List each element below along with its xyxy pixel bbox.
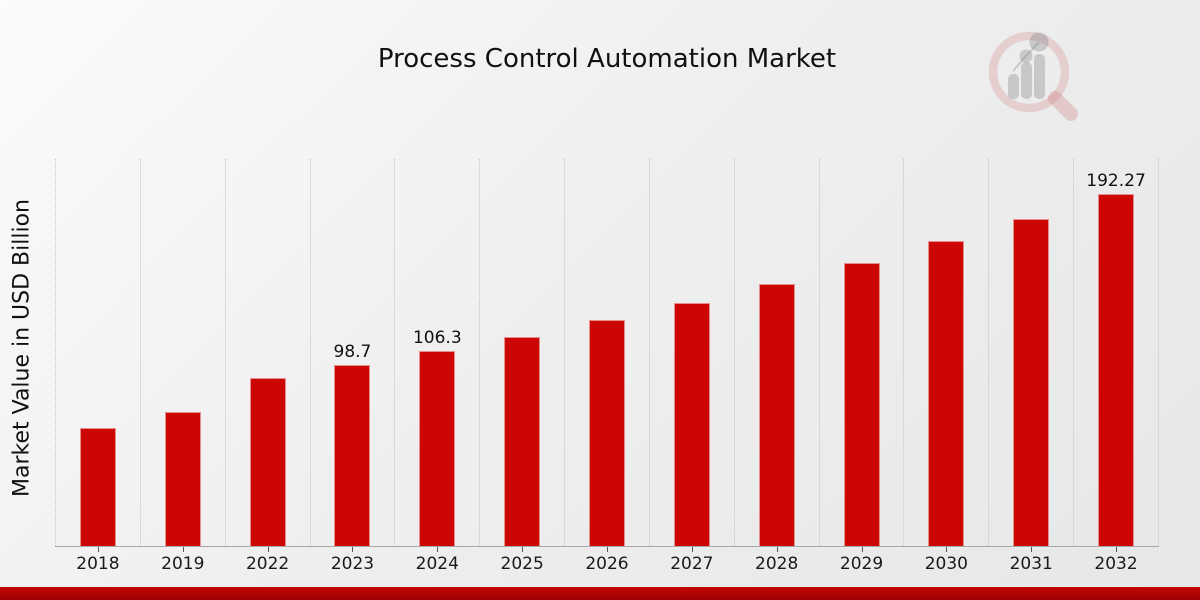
x-axis-tick	[691, 547, 693, 552]
category-cell-2022: 2022	[224, 159, 310, 574]
x-axis-tick	[606, 547, 608, 552]
bar-2026	[588, 320, 625, 546]
category-cell-2032: 192.27 2032	[1073, 159, 1159, 574]
bar-2019	[164, 411, 201, 546]
x-axis-tick	[1116, 547, 1118, 552]
x-axis-tick	[861, 547, 863, 552]
x-tick-label-2026: 2026	[585, 554, 629, 574]
x-tick-label-2030: 2030	[924, 554, 968, 574]
logo-bar-icon	[1008, 74, 1019, 99]
bar-2025	[504, 337, 541, 546]
logo-bar-icon	[1034, 54, 1045, 99]
x-tick-label-2029: 2029	[839, 554, 884, 574]
x-tick-label-2023: 2023	[330, 554, 375, 574]
category-cell-2018: 2018	[55, 159, 140, 574]
bar-2031	[1013, 219, 1050, 546]
category-cell-2026: 2026	[564, 159, 649, 574]
category-cell-2029: 2029	[818, 159, 904, 574]
category-cell-2019: 2019	[139, 159, 225, 574]
x-axis-tick	[776, 547, 778, 552]
x-axis-tick	[946, 547, 948, 552]
bottom-accent-band	[0, 587, 1200, 600]
bar-2032: 192.27	[1086, 171, 1146, 546]
plot-area: 2018 2019 2022 98.7 2023 106.3 2024 2025 2026 202…	[55, 159, 1159, 574]
category-cell-2023: 98.7 2023	[309, 159, 395, 574]
bar-2028	[758, 283, 795, 546]
x-axis-tick	[1031, 547, 1033, 552]
bar-2018	[79, 427, 116, 546]
x-tick-label-2018: 2018	[76, 554, 120, 574]
x-axis-tick	[97, 547, 99, 552]
category-cell-2031: 2031	[988, 159, 1073, 574]
x-tick-label-2022: 2022	[245, 554, 290, 574]
bar-2027	[673, 302, 710, 546]
logo-magnifier-ring-icon	[988, 31, 1070, 113]
x-axis-tick	[267, 547, 269, 552]
x-axis-tick	[182, 547, 184, 552]
bar-2024: 106.3	[413, 328, 462, 546]
market-research-future-logo-watermark	[988, 31, 1078, 121]
category-cell-2030: 2030	[903, 159, 988, 574]
data-label-2032: 192.27	[1086, 170, 1146, 191]
y-axis-label: Market Value in USD Billion	[9, 198, 35, 498]
category-cell-2027: 2027	[648, 159, 734, 574]
bar-2029	[843, 263, 880, 546]
category-cell-2028: 2028	[733, 159, 819, 574]
data-label-2024: 106.3	[412, 328, 462, 349]
x-tick-label-2027: 2027	[670, 554, 714, 574]
x-tick-label-2032: 2032	[1094, 554, 1138, 574]
x-tick-label-2019: 2019	[161, 554, 205, 574]
x-axis-tick	[437, 547, 439, 552]
chart-title: Process Control Automation Market	[377, 44, 837, 74]
logo-bar-icon	[1021, 62, 1032, 99]
category-cell-2024: 106.3 2024	[394, 159, 479, 574]
bar-2030	[928, 241, 965, 546]
bar-2023: 98.7	[334, 342, 371, 546]
x-tick-label-2025: 2025	[500, 554, 544, 574]
logo-trend-line-icon	[1012, 41, 1040, 72]
bar-2022	[249, 377, 286, 546]
x-tick-label-2031: 2031	[1009, 554, 1053, 574]
x-tick-label-2028: 2028	[755, 554, 799, 574]
logo-magnifier-handle-icon	[1048, 91, 1078, 121]
x-axis-tick	[352, 547, 354, 552]
logo-trend-dot-icon	[1019, 49, 1033, 63]
logo-trend-dot-icon	[1029, 32, 1049, 52]
x-axis-tick	[522, 547, 524, 552]
data-label-2023: 98.7	[333, 342, 372, 363]
x-tick-label-2024: 2024	[415, 554, 459, 574]
category-cell-2025: 2025	[479, 159, 564, 574]
